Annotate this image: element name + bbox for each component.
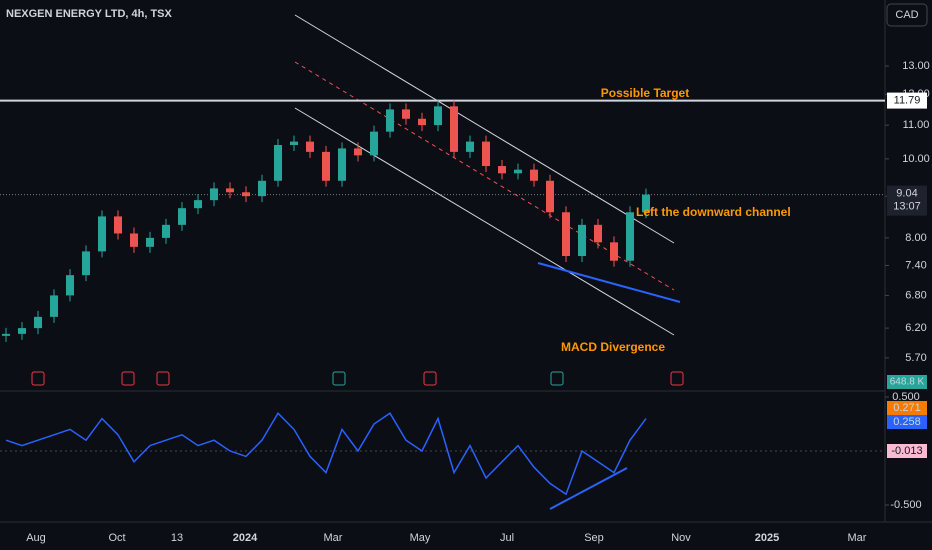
candle <box>434 106 442 126</box>
trend-line <box>549 467 628 510</box>
target-badge <box>887 92 927 109</box>
target-label: 11.79 <box>894 94 921 106</box>
time-label: 2025 <box>755 532 779 544</box>
macd-badge <box>887 415 927 429</box>
candle <box>274 144 282 181</box>
channel-line <box>294 14 675 244</box>
macd-tick-label: -0.500 <box>890 499 921 511</box>
annotation: Left the downward channel <box>636 205 791 219</box>
time-label: Jul <box>500 532 514 544</box>
candle <box>338 148 346 181</box>
candle <box>482 141 490 167</box>
candle <box>178 208 186 225</box>
candle <box>386 109 394 132</box>
candle <box>578 224 586 257</box>
macd-badge <box>887 401 927 415</box>
time-label: May <box>410 532 431 544</box>
time-label: Mar <box>848 532 867 544</box>
price-tick-label: 10.00 <box>902 153 930 165</box>
candle <box>306 141 314 152</box>
annotation: MACD Divergence <box>561 340 665 354</box>
candle <box>242 192 250 197</box>
candle <box>18 328 26 334</box>
price-tick-label: 7.40 <box>905 259 926 271</box>
candle <box>514 169 522 174</box>
time-label: Aug <box>26 532 46 544</box>
macd-badge-label: -0.013 <box>891 445 922 457</box>
candle <box>354 148 362 156</box>
candle <box>210 188 218 201</box>
macd-tick-label: 0.500 <box>892 391 920 403</box>
candle <box>98 216 106 252</box>
price-tick-label: 8.00 <box>905 232 926 244</box>
volume-badge <box>887 375 927 389</box>
candle <box>562 212 570 257</box>
candle <box>130 233 138 247</box>
volume-label: 648.8 K <box>890 377 925 388</box>
price-tick-label: 13.00 <box>902 60 930 72</box>
macd-badge-label: 0.271 <box>893 402 921 414</box>
candle <box>530 169 538 181</box>
candle <box>594 224 602 243</box>
candle <box>290 141 298 145</box>
price-tick-label: 11.00 <box>903 119 930 131</box>
candle <box>194 200 202 209</box>
candle <box>370 131 378 156</box>
currency-label[interactable]: CAD <box>895 9 918 21</box>
time-label: 2024 <box>233 532 258 544</box>
annotation: Possible Target <box>601 86 689 100</box>
earnings-icons <box>31 371 684 386</box>
candle <box>546 180 554 213</box>
symbol-title: NEXGEN ENERGY LTD, 4h, TSX <box>6 8 173 20</box>
candle <box>402 109 410 119</box>
price-tick-label: 6.80 <box>905 289 926 301</box>
currency-button[interactable] <box>886 3 928 27</box>
time-label: 13 <box>171 532 183 544</box>
candle <box>146 237 154 247</box>
candle <box>642 194 650 213</box>
time-label: Nov <box>671 532 691 544</box>
candle <box>226 188 234 193</box>
candle <box>258 180 266 197</box>
macd-badge-label: 0.258 <box>893 416 921 428</box>
trend-line <box>537 262 681 303</box>
candle <box>50 295 58 317</box>
candle <box>82 251 90 276</box>
candle <box>610 242 618 261</box>
candle <box>498 166 506 174</box>
countdown-label: 13:07 <box>893 201 921 213</box>
candle <box>418 118 426 126</box>
candle <box>322 151 330 181</box>
time-label: Oct <box>108 532 125 544</box>
candle <box>114 216 122 234</box>
time-label: Mar <box>324 532 343 544</box>
candle <box>450 106 458 152</box>
macd-badge <box>887 444 927 458</box>
candle <box>466 141 474 152</box>
price-tick-label: 5.70 <box>905 352 926 364</box>
candle <box>66 275 74 296</box>
macd-line <box>5 411 647 496</box>
candle <box>2 333 10 336</box>
price-tick-label: 6.20 <box>905 322 926 334</box>
last-price-label: 9.04 <box>896 188 917 200</box>
price-badge <box>887 185 927 216</box>
candle <box>162 224 170 238</box>
time-label: Sep <box>584 532 604 544</box>
candle <box>34 316 42 329</box>
candle <box>626 212 634 261</box>
